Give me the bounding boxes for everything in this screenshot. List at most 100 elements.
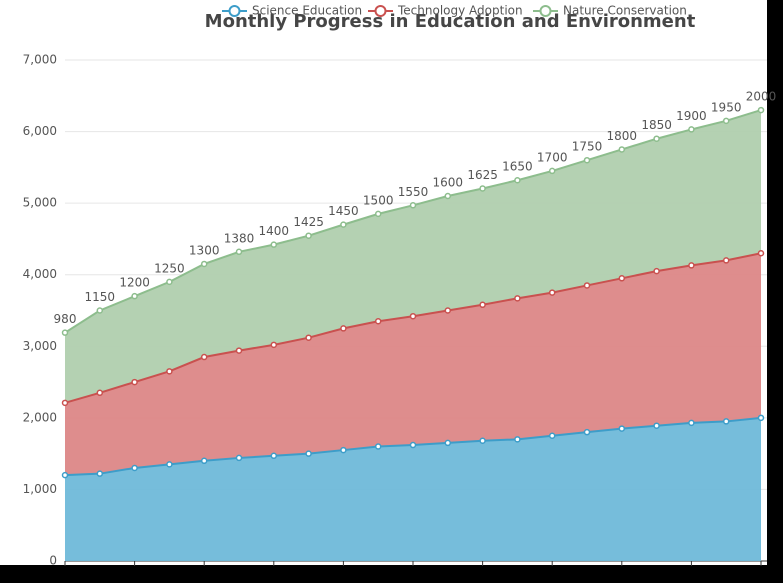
data-label: 1250 [154,261,185,275]
point [479,437,486,445]
legend-label: Technology Adoption [397,4,523,18]
data-label: 1300 [189,243,220,257]
point [166,368,173,375]
point [340,325,347,332]
legend-icon [539,5,552,17]
point [653,422,660,429]
data-label: 1900 [676,109,707,123]
point [166,278,173,286]
data-label: 1600 [433,175,464,189]
y-tick-label: 5,000 [23,196,57,210]
point [340,221,347,228]
data-label: 1200 [119,276,150,290]
data-label: 1425 [293,215,324,229]
point [618,275,626,282]
point [96,389,104,397]
point [96,470,104,477]
point [61,329,69,336]
data-label: 1750 [572,140,603,154]
area [65,417,761,561]
point [166,461,173,468]
point [340,446,347,454]
point [583,156,591,164]
point [200,260,208,268]
point [235,347,243,354]
point [479,185,486,192]
data-label: 2000 [746,90,777,104]
data-label: 1700 [537,150,568,164]
point [200,457,208,465]
point [235,454,243,462]
point [583,282,591,289]
point [96,307,104,314]
point [409,202,417,209]
point [688,262,695,269]
legend-icon [374,5,387,17]
legend-label: Nature Conservation [563,4,687,18]
point [200,353,208,361]
point [722,257,730,264]
point [757,414,765,422]
point [409,312,417,320]
point [514,436,521,443]
data-label: 1550 [398,185,429,199]
point [270,241,278,248]
point [444,192,452,200]
point [305,232,312,239]
point [583,428,591,436]
chart-title: Monthly Progress in Education and Enviro… [205,11,696,32]
point [722,117,730,125]
data-label: 1400 [259,224,290,238]
point [270,452,278,460]
point [618,146,626,153]
point [409,441,417,449]
point [374,443,382,450]
y-tick-label: 7,000 [23,53,57,67]
data-label: 980 [54,312,77,326]
point [131,464,138,472]
point [618,425,626,432]
data-label: 1380 [224,231,255,245]
y-tick-label: 0 [49,554,57,568]
point [374,317,382,325]
point [514,295,521,302]
point [653,267,660,275]
data-label: 1650 [502,160,533,174]
point [444,307,452,314]
point [131,378,138,386]
data-label: 1950 [711,100,742,114]
data-label: 1625 [467,168,498,182]
point [688,419,695,427]
point [757,106,765,114]
point [757,249,765,257]
point [653,135,660,142]
point [305,334,312,341]
point [270,341,278,349]
point [548,432,556,439]
point [131,292,138,300]
data-label: 1500 [363,193,394,207]
legend-icon [228,5,241,17]
y-tick-label: 4,000 [23,267,57,281]
legend-label: Science Education [252,4,362,18]
point [548,289,556,296]
point [688,126,695,133]
point [61,399,69,407]
point [514,176,521,184]
y-tick-label: 3,000 [23,339,57,353]
data-label: 1450 [328,204,359,218]
data-label: 1850 [641,118,672,132]
y-tick-label: 2,000 [23,410,57,424]
point [548,167,556,175]
point [444,439,452,447]
area [65,253,761,476]
y-tick-label: 6,000 [23,124,57,138]
point [722,418,730,425]
y-tick-label: 1,000 [23,482,57,496]
area [65,110,761,403]
data-label: 1800 [607,129,638,143]
point [374,210,382,218]
point [61,471,69,479]
